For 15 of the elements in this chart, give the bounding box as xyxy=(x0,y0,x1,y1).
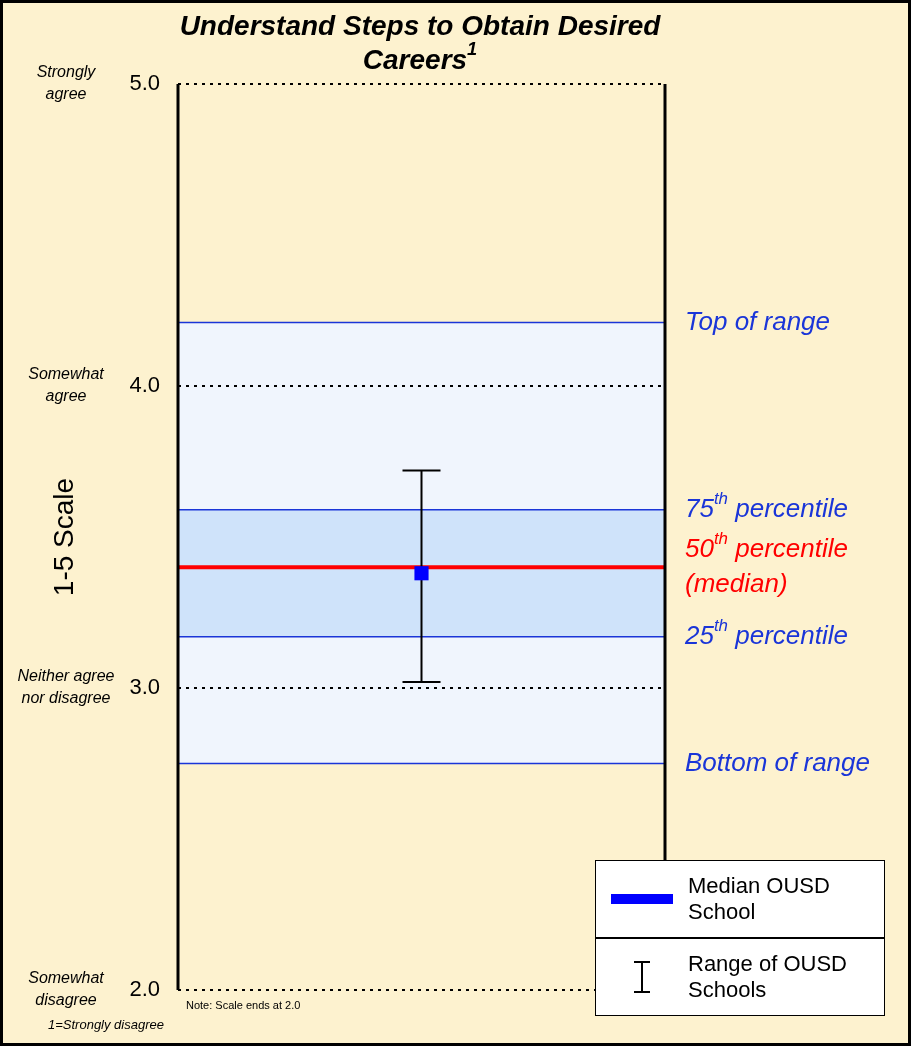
y-tick-label: 5.0 xyxy=(129,70,160,96)
ref-line-label: Top of range xyxy=(685,305,831,336)
ref-line-label: Bottom of range xyxy=(685,746,870,777)
y-tick-label: 2.0 xyxy=(129,976,160,1002)
text: Somewhat disagree xyxy=(28,969,105,1009)
text: Strongly agree xyxy=(36,63,97,103)
y-axis-title: 1-5 Scale xyxy=(47,477,79,597)
y-tick-label: 3.0 xyxy=(129,674,160,700)
text: Somewhat agree xyxy=(28,365,105,405)
text: Neither agree nor disagree xyxy=(17,667,115,707)
text: Range of OUSD Schools xyxy=(688,950,848,1003)
text: 1=Strongly disagree xyxy=(48,1016,164,1032)
y-tick-label: 4.0 xyxy=(129,372,160,398)
text: Note: Scale ends at 2.0 xyxy=(186,999,301,1012)
legend-label: Median OUSD School xyxy=(688,873,831,925)
